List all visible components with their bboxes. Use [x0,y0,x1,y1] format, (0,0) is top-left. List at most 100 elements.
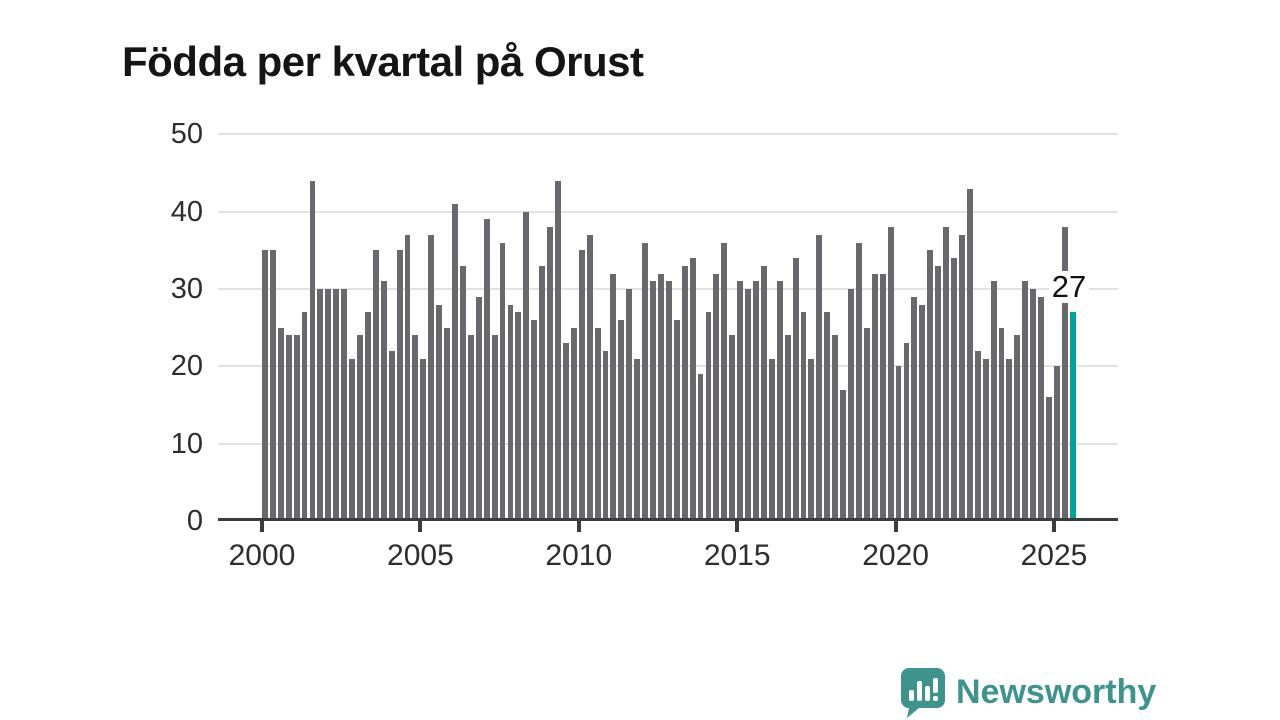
bar [436,304,443,521]
bar [269,250,276,521]
newsworthy-speech-bubble-chart-icon [901,668,945,718]
bar [974,350,981,521]
bar [523,211,530,521]
bar [681,265,688,521]
bar [768,358,775,521]
bar [943,227,949,521]
bar [642,242,649,521]
bar [1038,296,1045,521]
bar [848,289,854,521]
bar [602,350,609,521]
bar [262,250,268,521]
bar [1046,397,1052,521]
bar [729,335,736,521]
bar [658,273,664,521]
bar [460,265,466,521]
x-axis-line [218,517,1118,521]
bar [650,281,656,521]
y-axis-label-0: 0 [186,505,203,537]
bar [824,312,831,521]
y-axis-label-40: 40 [170,195,203,228]
bar [412,335,419,521]
bar [689,258,696,521]
bar [428,234,435,521]
bar [721,242,728,521]
bar [491,335,498,521]
bar [301,312,308,521]
bar [317,289,324,521]
x-axis-tick-2000 [260,521,264,532]
bar [452,203,458,521]
bar [341,289,348,521]
bar [388,350,395,521]
bar [832,335,839,521]
newsworthy-logo: Newsworthy [897,666,1156,718]
bar [784,335,791,521]
bar [372,250,379,521]
bar [1061,227,1068,521]
bar [816,234,823,521]
x-axis-tick-2025 [1052,521,1056,532]
bar [697,374,704,521]
x-axis-tick-2015 [735,521,740,532]
bar [753,281,759,521]
bar [776,281,783,521]
gridline-y-40 [218,210,1118,213]
bar [594,327,601,521]
bar [856,242,862,521]
newsworthy-logo-text: Newsworthy [956,673,1157,711]
bar [713,273,720,521]
bar [570,327,577,521]
bar [293,335,300,521]
x-axis-label-2000: 2000 [228,539,296,572]
bar [364,312,371,521]
bar [586,234,593,521]
bar [277,327,284,521]
x-axis-tick-2010 [576,521,581,532]
bar [578,250,585,521]
bar [547,227,553,521]
bar [396,250,403,521]
bar [871,273,878,521]
bar [863,327,870,521]
bar [808,358,815,521]
bar [475,296,482,521]
bar [879,273,886,521]
bar [998,327,1005,521]
bar [618,319,625,521]
page-title: Födda per kvartal på Orust [122,38,644,86]
bar [349,358,355,521]
bar [760,265,767,521]
bar [745,289,751,521]
bar [705,312,712,521]
bar [467,335,474,521]
bar [1014,335,1021,521]
y-axis-label-50: 50 [170,118,203,151]
bar [325,289,332,521]
x-axis-label-2015: 2015 [703,539,771,572]
bar [737,281,744,521]
bar [840,389,847,521]
bar [673,319,680,521]
x-axis-label-2020: 2020 [862,539,929,572]
bar [610,273,617,521]
bar [285,335,292,521]
bar [792,258,799,521]
bar [1006,358,1013,521]
bar [919,304,926,521]
bar [444,327,451,521]
bar [333,289,340,521]
bar [634,358,641,521]
gridline-y-50 [218,133,1118,136]
bar [800,312,807,521]
bar [982,358,989,521]
bar [927,250,934,521]
bar [309,180,316,521]
bar [895,366,902,521]
bar [903,343,910,521]
bar [626,289,633,521]
bar [515,312,522,521]
bar [966,188,973,521]
bar [951,258,957,521]
bar [1054,366,1060,521]
